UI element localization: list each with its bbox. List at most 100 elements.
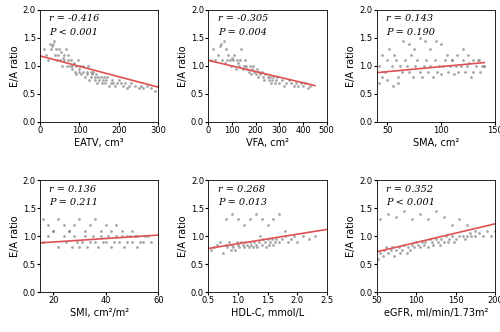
Point <box>276 211 283 216</box>
Point <box>483 228 491 233</box>
Point <box>105 83 113 88</box>
Point <box>44 222 52 228</box>
Point <box>111 83 119 88</box>
Point <box>214 52 222 57</box>
Point <box>235 63 243 69</box>
Point <box>376 217 384 222</box>
Point <box>260 77 268 83</box>
Point <box>54 217 62 222</box>
X-axis label: SMI, cm²/m²: SMI, cm²/m² <box>70 308 129 318</box>
Point <box>396 63 404 69</box>
Point <box>107 228 115 233</box>
Point <box>464 233 471 239</box>
Point <box>250 69 258 74</box>
Point <box>454 69 462 74</box>
Point <box>270 217 278 222</box>
Y-axis label: E/A ratio: E/A ratio <box>178 215 188 257</box>
Point <box>56 49 64 54</box>
Point <box>267 80 275 85</box>
Point <box>306 83 314 88</box>
Point <box>442 58 450 63</box>
Point <box>126 233 134 239</box>
Point <box>254 74 262 80</box>
Point <box>117 80 125 85</box>
Point <box>442 52 450 57</box>
Point <box>222 242 230 247</box>
Point <box>92 72 100 77</box>
Point <box>60 52 68 57</box>
Text: P = 0.211: P = 0.211 <box>50 198 98 207</box>
Point <box>464 222 471 228</box>
Point <box>394 80 402 85</box>
Point <box>81 228 89 233</box>
Point <box>238 66 246 71</box>
Point <box>212 58 220 63</box>
Point <box>400 208 408 213</box>
Point <box>253 245 261 250</box>
Point <box>229 245 237 250</box>
Point <box>278 236 286 242</box>
Point <box>461 69 469 74</box>
Point <box>222 217 230 222</box>
Point <box>150 89 158 94</box>
Point <box>62 46 70 52</box>
Point <box>436 242 444 247</box>
Point <box>84 72 92 77</box>
Point <box>48 41 56 46</box>
Point <box>374 256 382 261</box>
Point <box>426 63 434 69</box>
Point <box>127 80 135 85</box>
Point <box>438 236 446 242</box>
Point <box>238 46 246 52</box>
Point <box>392 248 400 253</box>
Point <box>231 248 239 253</box>
Point <box>78 239 86 244</box>
Point <box>280 83 288 88</box>
Point <box>228 55 236 60</box>
Point <box>99 239 107 244</box>
Point <box>40 46 48 52</box>
Point <box>302 80 310 85</box>
Point <box>65 228 73 233</box>
Point <box>424 245 432 250</box>
Text: r = 0.143: r = 0.143 <box>386 14 433 24</box>
Point <box>384 250 392 256</box>
Point <box>68 66 76 71</box>
Point <box>229 58 237 63</box>
Point <box>378 52 386 57</box>
Point <box>400 242 408 247</box>
Point <box>94 74 102 80</box>
Point <box>51 52 59 57</box>
Text: r = 0.268: r = 0.268 <box>218 185 265 194</box>
Point <box>259 74 267 80</box>
Point <box>237 239 245 244</box>
Point <box>227 248 235 253</box>
Point <box>110 239 118 244</box>
Point <box>103 74 111 80</box>
Point <box>296 80 304 85</box>
Point <box>299 233 307 239</box>
Point <box>207 248 215 253</box>
Point <box>119 83 127 88</box>
Point <box>424 69 432 74</box>
Point <box>88 72 96 77</box>
Point <box>379 253 387 258</box>
Point <box>42 52 50 57</box>
Point <box>68 63 76 69</box>
Point <box>491 228 499 233</box>
Point <box>46 41 54 46</box>
Point <box>142 233 150 239</box>
Point <box>250 63 258 69</box>
Point <box>422 58 430 63</box>
Point <box>468 74 475 80</box>
Point <box>384 211 392 216</box>
Point <box>123 233 131 239</box>
Point <box>92 217 100 222</box>
Point <box>285 77 293 83</box>
Point <box>223 245 231 250</box>
Point <box>44 58 52 63</box>
Point <box>412 63 420 69</box>
Point <box>209 46 217 52</box>
Point <box>138 86 146 91</box>
Point <box>92 239 100 244</box>
